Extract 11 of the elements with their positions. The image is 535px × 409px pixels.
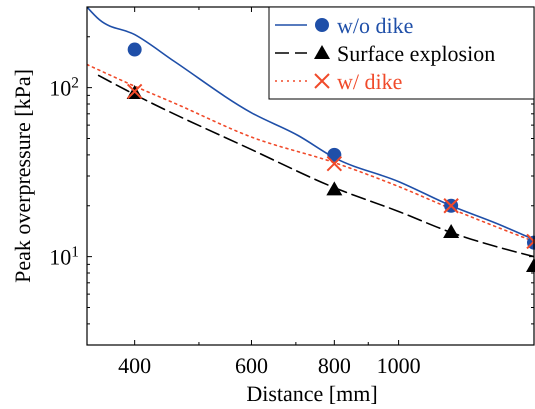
x-tick-label: 800 <box>318 353 351 378</box>
y-axis-title: Peak overpressure [kPa] <box>10 69 35 283</box>
x-tick-label: 1000 <box>376 353 421 378</box>
x-axis-title: Distance [mm] <box>246 381 378 406</box>
x-tick-label: 600 <box>234 353 268 378</box>
legend-label: w/ dike <box>337 69 402 94</box>
legend-label: Surface explosion <box>337 41 496 66</box>
legend-label: w/o dike <box>337 13 414 38</box>
y-tick-label: 10$^{2}$ <box>49 74 79 101</box>
x-tick-label: 400 <box>118 353 152 378</box>
y-tick-label: 10$^{1}$ <box>49 243 79 270</box>
